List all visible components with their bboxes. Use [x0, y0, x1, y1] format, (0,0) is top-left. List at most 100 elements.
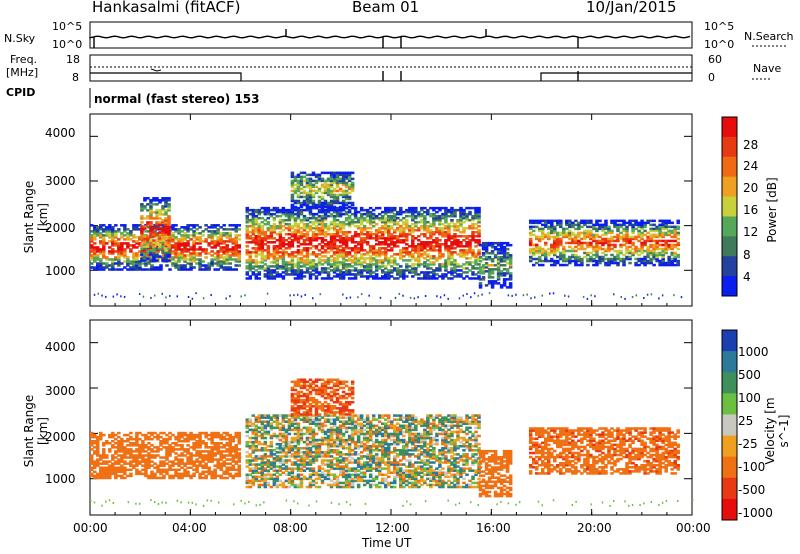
- velocity-cell: [254, 469, 259, 472]
- velocity-cell: [114, 446, 118, 449]
- power-cell: [237, 234, 241, 237]
- power-cell: [396, 277, 400, 280]
- power-cell: [474, 253, 478, 256]
- power-cell: [347, 222, 352, 226]
- power-cell: [459, 216, 463, 220]
- nave-label: Nave: [753, 62, 782, 75]
- power-cell: [287, 253, 292, 256]
- power-cell: [349, 296, 352, 299]
- power-cell: [634, 219, 638, 223]
- power-cell: [622, 219, 626, 223]
- power-cell: [389, 208, 394, 212]
- power-cell: [393, 267, 397, 270]
- power-cell: [383, 257, 388, 260]
- power-cell: [338, 226, 343, 230]
- power-cell: [281, 220, 286, 224]
- power-cell: [237, 252, 241, 255]
- power-cell: [471, 255, 475, 258]
- velocity-cell: [254, 455, 259, 458]
- velocity-cell: [201, 454, 205, 457]
- power-cell: [323, 205, 328, 209]
- power-cell: [153, 268, 157, 271]
- power-cell: [374, 255, 379, 258]
- velocity-cell: [251, 436, 256, 440]
- velocity-cell: [210, 456, 214, 459]
- power-cell: [362, 241, 367, 244]
- power-cell: [158, 199, 162, 202]
- power-cell: [326, 185, 331, 189]
- power-cell: [380, 253, 385, 256]
- power-cell: [432, 220, 436, 224]
- velocity-cell: [183, 431, 187, 435]
- power-cell: [296, 199, 301, 203]
- power-cell: [474, 216, 478, 220]
- power-cell: [402, 251, 406, 254]
- power-cell: [531, 243, 536, 247]
- power-cell: [350, 181, 355, 185]
- velocity-cell: [129, 437, 133, 441]
- velocity-cell: [129, 462, 133, 465]
- velocity-cell: [162, 441, 166, 445]
- velocity-cell: [245, 479, 250, 483]
- power-cell: [308, 247, 313, 250]
- power-cell: [102, 228, 106, 231]
- power-cell: [156, 266, 160, 269]
- velocity-cell: [186, 435, 190, 439]
- power-cell: [114, 256, 118, 259]
- power-cell: [290, 261, 295, 264]
- power-cell: [589, 241, 593, 245]
- velocity-cell: [153, 456, 157, 459]
- power-cell: [496, 268, 501, 271]
- velocity-heatmap: [90, 378, 694, 507]
- power-cell: [474, 261, 478, 264]
- power-cell: [198, 232, 202, 235]
- power-cell: [393, 269, 397, 272]
- cpid-text: normal (fast stereo) 153: [94, 92, 260, 106]
- power-cell: [377, 253, 382, 256]
- power-cell: [272, 257, 277, 260]
- velocity-cell: [108, 476, 112, 480]
- power-cell: [371, 277, 376, 280]
- power-cell: [676, 233, 680, 237]
- power-cell: [471, 261, 475, 264]
- power-cell: [399, 230, 403, 234]
- velocity-cell: [228, 458, 232, 461]
- power-cell: [655, 257, 659, 261]
- power-cell: [174, 248, 178, 251]
- power-cell: [462, 228, 466, 232]
- power-cell: [426, 265, 430, 268]
- power-cell: [411, 235, 415, 238]
- power-cell: [350, 249, 355, 252]
- power-cell: [459, 218, 463, 222]
- power-cell: [426, 226, 430, 230]
- power-cell: [278, 239, 283, 242]
- power-cell: [465, 218, 469, 222]
- power-cell: [414, 269, 418, 272]
- power-cell: [487, 282, 492, 285]
- velocity-cell: [138, 450, 142, 453]
- power-cell: [180, 234, 184, 237]
- power-cell: [556, 255, 560, 259]
- power-cell: [290, 232, 295, 236]
- power-cell: [405, 208, 409, 212]
- cpid-label: CPID: [6, 86, 36, 99]
- velocity-cell: [245, 426, 250, 430]
- power-cell: [447, 297, 449, 300]
- power-cell: [111, 240, 115, 243]
- power-cell: [167, 233, 171, 236]
- velocity-cell: [141, 441, 145, 445]
- velocity-cell: [135, 448, 139, 451]
- power-cell: [435, 277, 439, 280]
- power-cell: [462, 263, 466, 266]
- power-cell: [396, 271, 400, 274]
- velocity-cell: [248, 469, 253, 472]
- velocity-cell: [162, 470, 166, 474]
- velocity-cell: [216, 435, 220, 439]
- power-cell: [335, 259, 340, 262]
- power-cell: [299, 230, 304, 234]
- power-heatmap: [90, 171, 683, 300]
- power-cell: [604, 237, 608, 241]
- power-cell: [493, 247, 498, 251]
- power-cell: [571, 223, 575, 227]
- power-cell: [237, 250, 241, 253]
